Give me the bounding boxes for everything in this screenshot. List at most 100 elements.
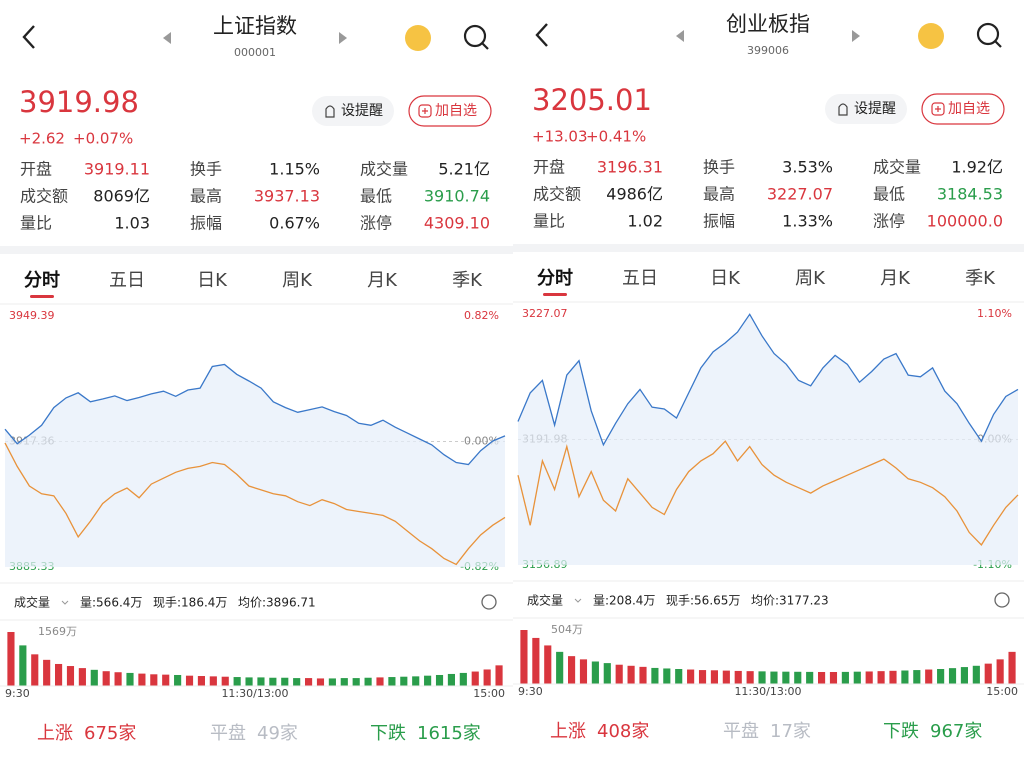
stat-value: 3.53% bbox=[782, 158, 833, 177]
price-change-pct: +0.41% bbox=[586, 128, 646, 146]
search-handle bbox=[481, 42, 489, 50]
price-change: +13.03 bbox=[532, 128, 588, 146]
stat-value: 3184.53 bbox=[937, 185, 1003, 204]
period-tab[interactable]: 季K bbox=[452, 270, 483, 291]
volume-bar bbox=[925, 669, 933, 684]
time-label: 9:30 bbox=[5, 687, 30, 700]
mascot-icon[interactable] bbox=[405, 25, 431, 51]
alert-label: 设提醒 bbox=[341, 103, 383, 119]
alert-button[interactable] bbox=[312, 96, 394, 126]
period-tab[interactable]: 日K bbox=[197, 270, 228, 291]
stat-label: 换手 bbox=[703, 158, 735, 177]
alert-label: 设提醒 bbox=[854, 101, 896, 117]
volume-bar bbox=[853, 671, 861, 684]
prev-index[interactable] bbox=[676, 30, 684, 42]
stat-label: 振幅 bbox=[703, 212, 735, 231]
volume-bar bbox=[746, 671, 754, 684]
bell-icon bbox=[838, 103, 848, 116]
volume-max-label: 504万 bbox=[551, 623, 583, 636]
stat-label: 最高 bbox=[190, 187, 222, 206]
volume-hand: 现手:186.4万 bbox=[153, 596, 227, 610]
breadth-label: 平盘 bbox=[210, 723, 246, 744]
volume-amount: 量:566.4万 bbox=[80, 596, 142, 610]
stat-value: 3910.74 bbox=[424, 187, 490, 206]
volume-selector[interactable]: 成交量 bbox=[527, 593, 563, 608]
settings-button[interactable] bbox=[994, 592, 1010, 608]
stat-label: 换手 bbox=[190, 160, 222, 179]
breadth-count: 967家 bbox=[930, 721, 982, 742]
period-tab[interactable]: 分时 bbox=[537, 268, 573, 289]
breadth-count: 1615家 bbox=[417, 723, 481, 744]
period-tab[interactable]: 分时 bbox=[24, 270, 60, 291]
watch-button[interactable] bbox=[408, 95, 492, 127]
volume-bar bbox=[841, 671, 849, 684]
price-line bbox=[4, 363, 506, 466]
volume-bar bbox=[424, 675, 432, 686]
search-button[interactable] bbox=[976, 22, 1000, 46]
plus-icon bbox=[931, 102, 945, 116]
volume-bar bbox=[829, 672, 838, 684]
volume-bar bbox=[877, 671, 885, 684]
stat-label: 最低 bbox=[873, 185, 905, 204]
volume-amount: 量:208.4万 bbox=[593, 594, 655, 608]
volume-bar bbox=[603, 663, 611, 684]
volume-bar bbox=[78, 668, 86, 686]
period-tab[interactable]: 五日 bbox=[109, 270, 145, 291]
index-code: 000001 bbox=[234, 46, 276, 59]
selector-caret bbox=[61, 600, 69, 605]
back-button[interactable] bbox=[535, 23, 548, 47]
volume-bar bbox=[937, 669, 945, 684]
volume-bar bbox=[889, 670, 897, 684]
period-tab[interactable]: 季K bbox=[965, 268, 996, 289]
time-label: 11:30/13:00 bbox=[734, 685, 801, 698]
watch-label: 加自选 bbox=[435, 103, 477, 119]
stat-value: 3937.13 bbox=[254, 187, 320, 206]
alert-button[interactable] bbox=[825, 94, 907, 124]
volume-bar bbox=[352, 678, 360, 686]
period-tab[interactable]: 周K bbox=[795, 268, 826, 289]
price-change-pct: +0.07% bbox=[73, 130, 133, 148]
volume-avg-price: 均价:3896.71 bbox=[238, 596, 316, 610]
selector-caret bbox=[574, 598, 582, 603]
volume-bar bbox=[281, 677, 289, 686]
volume-bar bbox=[197, 676, 205, 686]
volume-bar bbox=[722, 670, 730, 684]
search-button[interactable] bbox=[463, 24, 487, 48]
stat-value: 5.21亿 bbox=[438, 160, 490, 179]
breadth-count: 408家 bbox=[597, 721, 649, 742]
mascot-icon[interactable] bbox=[918, 23, 944, 49]
active-tab-indicator bbox=[543, 293, 567, 296]
back-button[interactable] bbox=[22, 25, 35, 49]
stat-value: 4986亿 bbox=[606, 185, 663, 204]
volume-bar bbox=[782, 671, 790, 684]
volume-bar bbox=[972, 665, 980, 684]
period-tab[interactable]: 日K bbox=[710, 268, 741, 289]
volume-bar bbox=[90, 669, 98, 686]
period-tab[interactable]: 月K bbox=[880, 268, 911, 289]
breadth-count: 675家 bbox=[84, 723, 136, 744]
volume-bar bbox=[627, 665, 635, 684]
volume-bar bbox=[794, 671, 802, 684]
stat-value: 1.15% bbox=[269, 160, 320, 179]
next-index[interactable] bbox=[852, 30, 860, 42]
period-tab[interactable]: 周K bbox=[282, 270, 313, 291]
volume-bar bbox=[591, 661, 599, 684]
stat-label: 成交量 bbox=[873, 158, 921, 177]
next-index[interactable] bbox=[339, 32, 347, 44]
watch-button[interactable] bbox=[921, 93, 1005, 125]
volume-selector[interactable]: 成交量 bbox=[14, 595, 50, 610]
volume-bar bbox=[221, 676, 229, 686]
prev-index[interactable] bbox=[163, 32, 171, 44]
index-title: 创业板指 bbox=[726, 12, 810, 36]
section-divider bbox=[0, 246, 513, 254]
volume-bar bbox=[651, 667, 659, 684]
settings-button[interactable] bbox=[481, 594, 497, 610]
stat-label: 振幅 bbox=[190, 214, 222, 233]
active-tab-indicator bbox=[30, 295, 54, 298]
period-tab[interactable]: 月K bbox=[367, 270, 398, 291]
period-tab[interactable]: 五日 bbox=[622, 268, 658, 289]
volume-bar bbox=[340, 678, 348, 686]
volume-bar bbox=[162, 674, 170, 686]
volume-bar bbox=[174, 674, 182, 686]
volume-bar bbox=[675, 669, 683, 684]
